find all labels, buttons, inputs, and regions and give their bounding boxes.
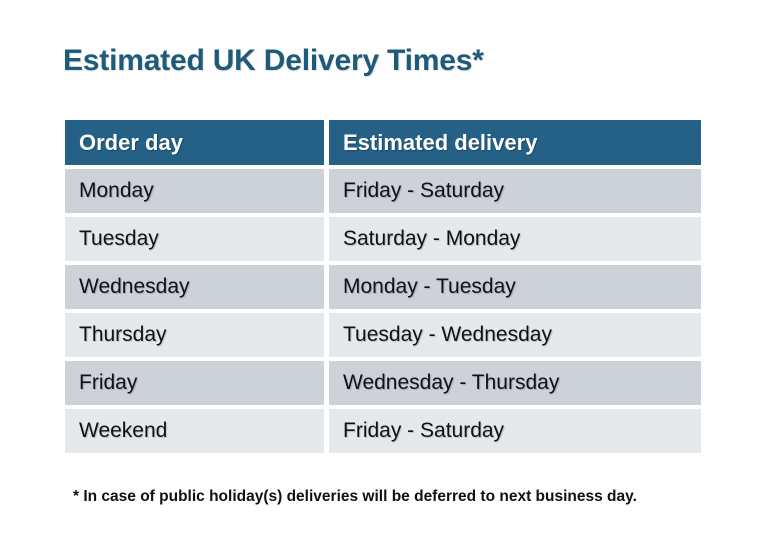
cell-delivery-tuesday: Saturday - Monday <box>329 217 701 261</box>
cell-delivery-friday: Wednesday - Thursday <box>329 361 701 405</box>
cell-order-day-friday: Friday <box>65 361 324 405</box>
delivery-times-table: Order day Estimated delivery Monday Frid… <box>65 120 701 453</box>
column-header-estimated-delivery: Estimated delivery <box>329 120 701 165</box>
cell-order-day-wednesday: Wednesday <box>65 265 324 309</box>
page-title: Estimated UK Delivery Times* <box>63 44 484 77</box>
cell-delivery-weekend: Friday - Saturday <box>329 409 701 453</box>
footnote: * In case of public holiday(s) deliverie… <box>73 488 637 505</box>
column-header-order-day: Order day <box>65 120 324 165</box>
cell-order-day-tuesday: Tuesday <box>65 217 324 261</box>
cell-delivery-monday: Friday - Saturday <box>329 169 701 213</box>
cell-order-day-monday: Monday <box>65 169 324 213</box>
cell-delivery-thursday: Tuesday - Wednesday <box>329 313 701 357</box>
cell-delivery-wednesday: Monday - Tuesday <box>329 265 701 309</box>
cell-order-day-thursday: Thursday <box>65 313 324 357</box>
cell-order-day-weekend: Weekend <box>65 409 324 453</box>
